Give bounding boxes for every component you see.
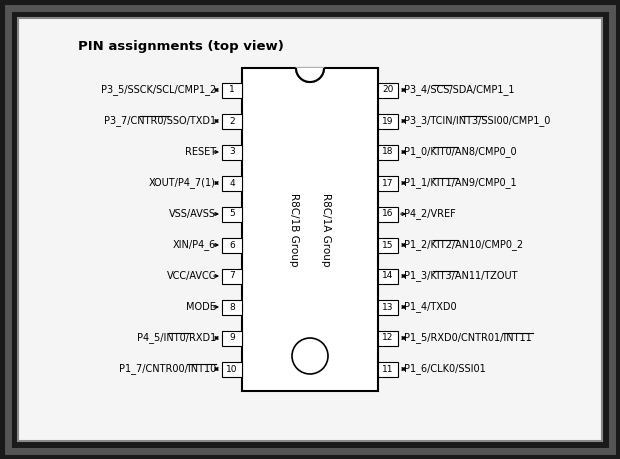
Text: 17: 17 [383, 179, 394, 187]
Bar [222, 207, 242, 222]
Bar [222, 83, 242, 97]
Text: 20: 20 [383, 85, 394, 95]
Bar [222, 362, 242, 376]
Bar [222, 269, 242, 284]
Bar [378, 145, 398, 159]
Text: 19: 19 [383, 117, 394, 125]
Text: 16: 16 [383, 209, 394, 218]
Text: P1_4/TXD0: P1_4/TXD0 [404, 302, 456, 313]
Bar [222, 175, 242, 190]
Bar [378, 175, 398, 190]
Text: 7: 7 [229, 272, 235, 280]
Text: 9: 9 [229, 334, 235, 342]
Text: 5: 5 [229, 209, 235, 218]
Text: MODE: MODE [186, 302, 216, 312]
Text: 8: 8 [229, 302, 235, 312]
Text: R8C/1B Group: R8C/1B Group [289, 193, 299, 266]
Text: RESET: RESET [185, 147, 216, 157]
Text: P3_4/SCS/SDA/CMP1_1: P3_4/SCS/SDA/CMP1_1 [404, 84, 515, 95]
Bar [222, 145, 242, 159]
Bar [378, 330, 398, 346]
Text: 15: 15 [383, 241, 394, 250]
Text: 13: 13 [383, 302, 394, 312]
Text: 10: 10 [226, 364, 237, 374]
Text: 1: 1 [229, 85, 235, 95]
Text: 18: 18 [383, 147, 394, 157]
Bar [222, 237, 242, 252]
Bar [242, 68, 378, 391]
Bar [222, 330, 242, 346]
Text: P4_5/INT0/RXD1: P4_5/INT0/RXD1 [137, 333, 216, 343]
Bar [378, 113, 398, 129]
Bar [378, 207, 398, 222]
Text: VSS/AVSS: VSS/AVSS [169, 209, 216, 219]
Text: VCC/AVCC: VCC/AVCC [167, 271, 216, 281]
Text: P1_6/CLK0/SSI01: P1_6/CLK0/SSI01 [404, 364, 485, 375]
Bar [222, 300, 242, 314]
Text: R8C/1A Group: R8C/1A Group [321, 193, 331, 266]
Text: P3_5/SSCK/SCL/CMP1_2: P3_5/SSCK/SCL/CMP1_2 [100, 84, 216, 95]
Text: P1_7/CNTR00/INT10: P1_7/CNTR00/INT10 [119, 364, 216, 375]
Text: 12: 12 [383, 334, 394, 342]
Text: P1_5/RXD0/CNTR01/INT11: P1_5/RXD0/CNTR01/INT11 [404, 333, 532, 343]
Text: 3: 3 [229, 147, 235, 157]
Text: P3_3/TCIN/INT3/SSI00/CMP1_0: P3_3/TCIN/INT3/SSI00/CMP1_0 [404, 116, 551, 126]
Bar [378, 300, 398, 314]
Text: XOUT/P4_7(1): XOUT/P4_7(1) [149, 178, 216, 189]
Bar [378, 83, 398, 97]
Text: P1_3/KIT3/AN11/TZOUT: P1_3/KIT3/AN11/TZOUT [404, 270, 518, 281]
Text: 6: 6 [229, 241, 235, 250]
Text: 2: 2 [229, 117, 235, 125]
Text: XIN/P4_6: XIN/P4_6 [173, 240, 216, 251]
Text: P1_0/KIT0/AN8/CMP0_0: P1_0/KIT0/AN8/CMP0_0 [404, 146, 516, 157]
Text: 14: 14 [383, 272, 394, 280]
Text: 4: 4 [229, 179, 235, 187]
Wedge shape [296, 68, 324, 82]
Text: P3_7/CNTR0/SSO/TXD1: P3_7/CNTR0/SSO/TXD1 [104, 116, 216, 126]
Text: P1_2/KIT2/AN10/CMP0_2: P1_2/KIT2/AN10/CMP0_2 [404, 240, 523, 251]
Bar [378, 269, 398, 284]
Bar [222, 113, 242, 129]
Text: PIN assignments (top view): PIN assignments (top view) [78, 40, 284, 53]
Text: P4_2/VREF: P4_2/VREF [404, 208, 456, 219]
Circle shape [292, 338, 328, 374]
Text: P1_1/KIT1/AN9/CMP0_1: P1_1/KIT1/AN9/CMP0_1 [404, 178, 516, 189]
Bar [378, 237, 398, 252]
Text: 11: 11 [383, 364, 394, 374]
Bar [378, 362, 398, 376]
